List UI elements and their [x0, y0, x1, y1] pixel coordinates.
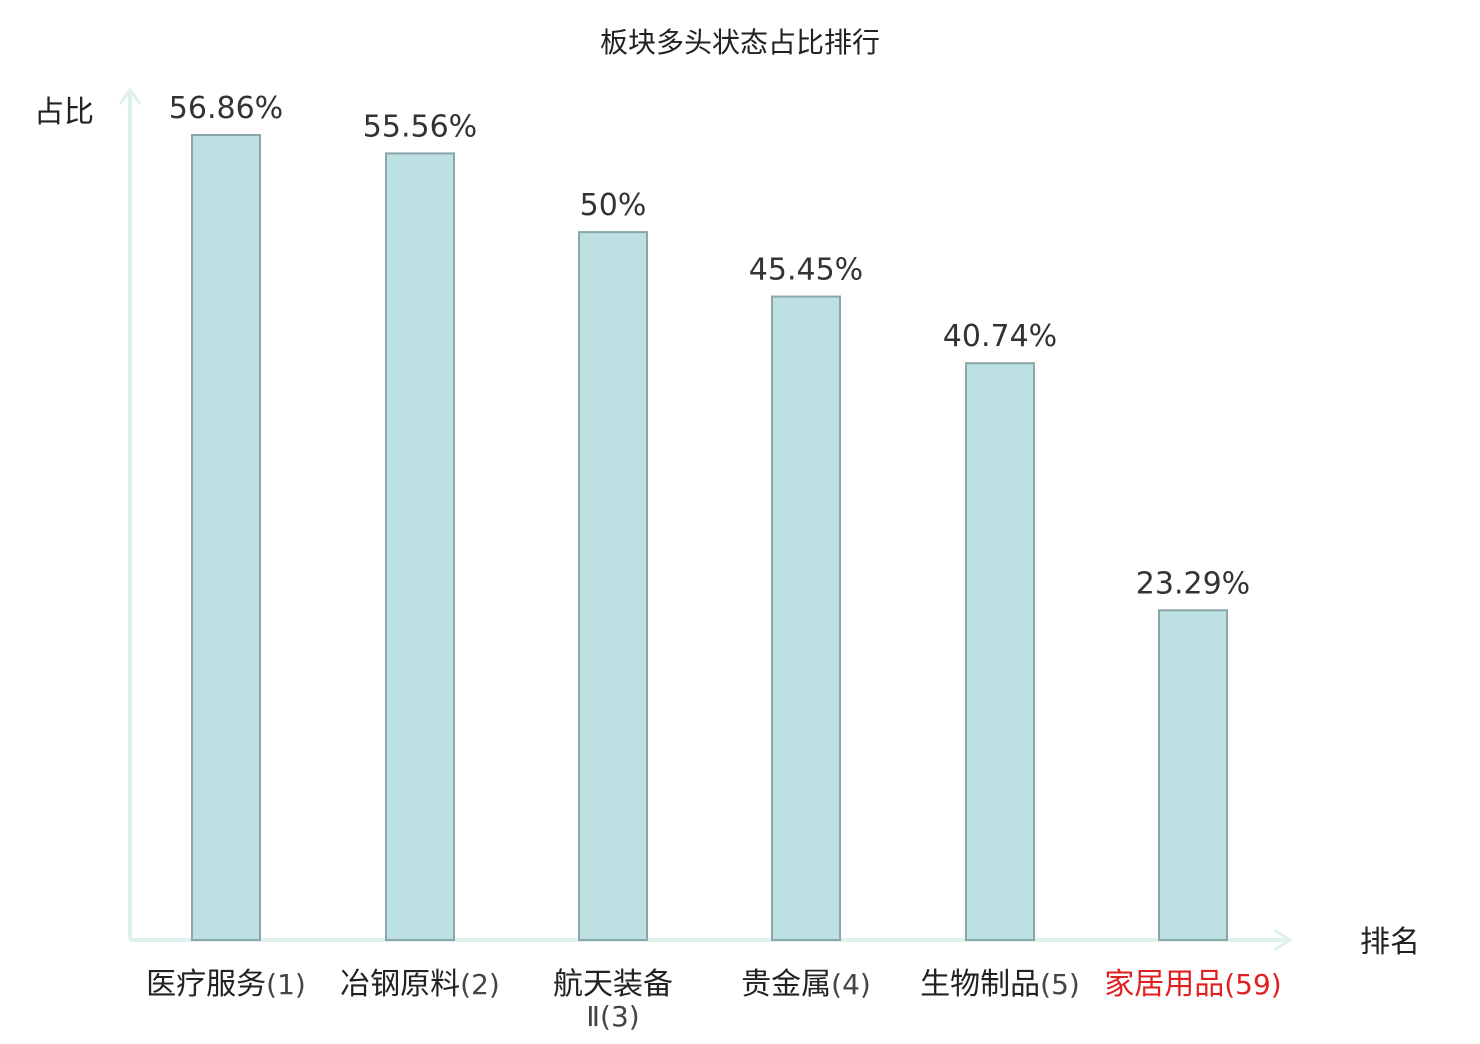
category-label: 航天装备 — [553, 967, 673, 1002]
y-axis-arrow-icon — [118, 87, 142, 105]
bar — [578, 231, 648, 942]
bar-value-label: 40.74% — [943, 319, 1057, 354]
category-name: 贵金属 — [741, 967, 831, 1002]
y-axis-label: 占比 — [34, 95, 94, 130]
category-rank: (1) — [266, 968, 306, 1001]
bar-value-label: 45.45% — [749, 253, 863, 288]
bar — [191, 134, 261, 941]
category-name: 冶钢原料 — [340, 967, 460, 1002]
category-rank: (4) — [831, 968, 871, 1001]
category-label: Ⅱ(3) — [586, 1000, 639, 1033]
category-label: 医疗服务(1) — [146, 967, 306, 1002]
bars-group — [191, 134, 1228, 942]
bar-value-label: 23.29% — [1136, 566, 1250, 601]
x-axis-label: 排名 — [1360, 925, 1420, 960]
x-axis-arrow-icon — [1273, 928, 1293, 952]
bar — [385, 152, 455, 942]
category-label: 冶钢原料(2) — [340, 967, 500, 1002]
category-label: 家居用品(59) — [1104, 967, 1281, 1002]
category-name: 医疗服务 — [146, 967, 266, 1002]
category-rank: (59) — [1224, 968, 1281, 1001]
category-name: 生物制品 — [920, 967, 1040, 1002]
bar-value-label: 50% — [580, 188, 647, 223]
category-rank: (2) — [460, 968, 500, 1001]
category-rank: (5) — [1040, 968, 1080, 1001]
category-name: 家居用品 — [1104, 967, 1224, 1002]
bar — [965, 362, 1035, 941]
bar-value-label: 56.86% — [169, 91, 283, 126]
category-label: 生物制品(5) — [920, 967, 1080, 1002]
value-labels-group: 56.86% 55.56% 50% 45.45% 40.74% 23.29% — [169, 91, 1250, 601]
bar-value-label: 55.56% — [363, 109, 477, 144]
bar — [771, 295, 841, 942]
chart-title: 板块多头状态占比排行 — [600, 26, 880, 59]
bar — [1158, 609, 1228, 941]
category-label: 贵金属(4) — [741, 967, 871, 1002]
